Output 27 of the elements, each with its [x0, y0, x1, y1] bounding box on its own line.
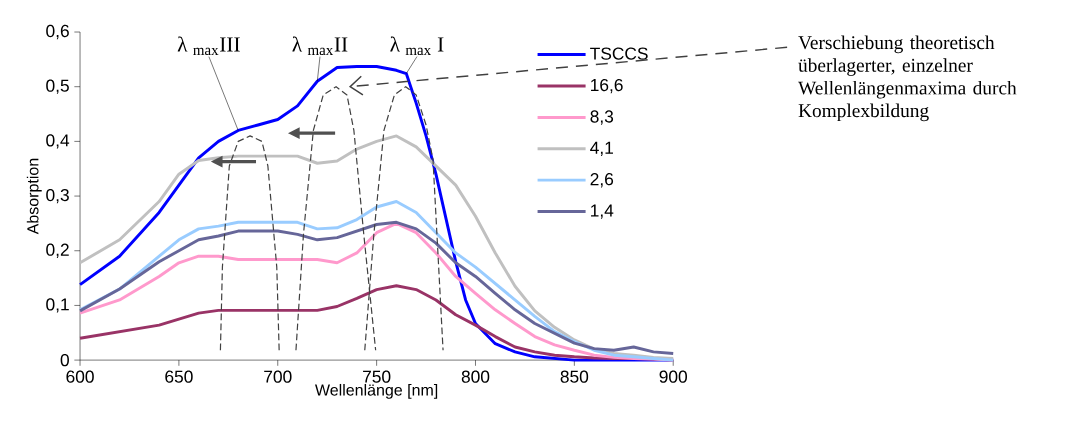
- y-tick-label: 0,4: [46, 134, 70, 149]
- x-tick-label: 700: [264, 370, 292, 383]
- text: Verschiebung theoretisch überlagerter, einzelner Wellenlängenmaxima durch Komplexbildung: [798, 35, 1017, 122]
- legend-label: 2,6: [590, 173, 614, 188]
- x-tick-label: 900: [659, 370, 687, 383]
- x-axis-title: Wellenlänge [nm]: [315, 383, 438, 399]
- legend-label: 1,4: [591, 204, 614, 219]
- y-tick-label: 0,6: [46, 24, 69, 40]
- y-axis-title: Absorption: [26, 158, 42, 235]
- legend-label: 4,1: [590, 141, 613, 156]
- legend-label: TSCCS: [590, 47, 648, 60]
- y-tick-label: 0,2: [46, 243, 69, 258]
- legend-label: 16,6: [591, 78, 623, 94]
- x-tick-label: 650: [165, 370, 193, 383]
- x-tick-label: 850: [560, 370, 589, 383]
- y-tick-label: 0,5: [46, 79, 69, 94]
- y-tick-label: 0,1: [46, 298, 69, 313]
- annotation: λ $_{max}$III: [177, 36, 240, 55]
- x-tick-label: 750: [363, 370, 391, 383]
- y-tick-label: 0,3: [46, 188, 69, 204]
- y-tick-label: 0: [60, 353, 69, 367]
- annotation: λ $_{max}$II: [292, 36, 348, 55]
- x-tick-label: 600: [66, 370, 94, 383]
- annotation: λ $_{max}$ I: [390, 36, 444, 55]
- x-tick-label: 800: [461, 370, 490, 383]
- legend-label: 8,3: [590, 110, 614, 125]
- line-series: [219, 135, 280, 351]
